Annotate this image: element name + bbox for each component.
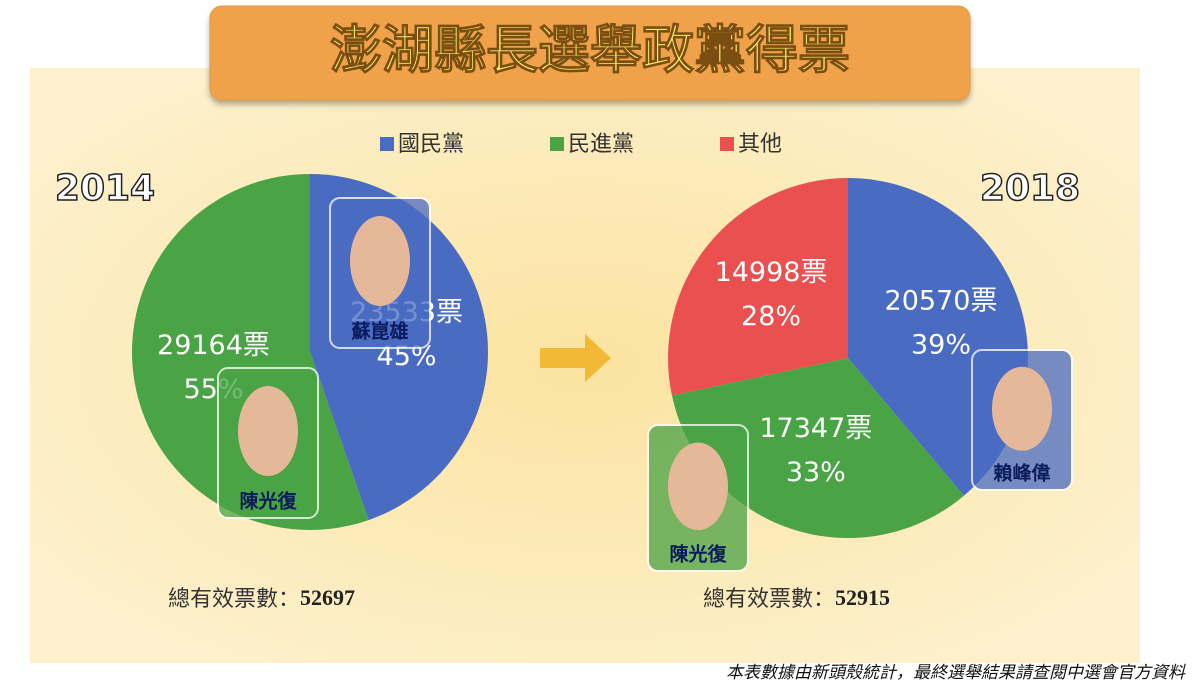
- pie-slice: [668, 178, 848, 396]
- total-value: 52915: [835, 585, 890, 610]
- candidate-face: [668, 442, 728, 531]
- legend-swatch: [380, 137, 394, 151]
- percent-label: 33%: [786, 457, 846, 488]
- title-banner: [209, 5, 971, 101]
- legend-label: 國民黨: [398, 132, 464, 157]
- percent-label: 28%: [741, 301, 801, 332]
- value-label: 17347票: [759, 413, 872, 444]
- value-label: 20570票: [885, 286, 998, 317]
- value-label: 14998票: [715, 257, 828, 288]
- year-label: 2014: [55, 168, 155, 209]
- legend-swatch: [720, 137, 734, 151]
- total-value: 52697: [300, 585, 355, 610]
- year-label: 2018: [980, 168, 1080, 209]
- candidate-face: [992, 366, 1052, 451]
- candidate-face: [238, 386, 298, 476]
- candidate-name: 蘇崑雄: [350, 320, 408, 343]
- value-label: 29164票: [157, 330, 270, 361]
- percent-label: 39%: [911, 330, 971, 361]
- arrow: [540, 334, 611, 382]
- title: 澎湖縣長選舉政黨得票: [330, 21, 850, 81]
- legend-swatch: [550, 137, 564, 151]
- candidate-face: [350, 216, 410, 306]
- candidate-name: 陳光復: [669, 543, 727, 566]
- candidate-name: 陳光復: [239, 490, 297, 513]
- total: 總有效票數：: [703, 587, 835, 612]
- legend-label: 其他: [738, 132, 782, 157]
- legend-label: 民進黨: [568, 132, 634, 157]
- candidate-name: 賴峰偉: [993, 462, 1050, 485]
- total: 總有效票數：: [168, 587, 300, 612]
- note: 本表數據由新頭殼統計，最終選舉結果請查閱中選會官方資料: [726, 663, 1186, 683]
